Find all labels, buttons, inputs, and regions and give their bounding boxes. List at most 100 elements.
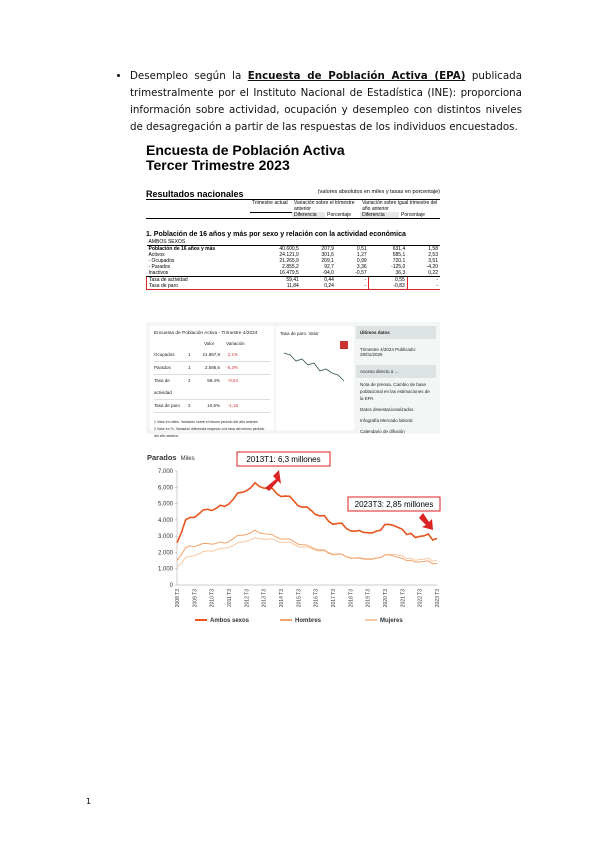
arrow bbox=[265, 470, 281, 491]
note: 1 Valor en miles. Variación sobre el mis… bbox=[154, 420, 258, 424]
text: publicada trimestralmente por el Institu… bbox=[130, 70, 522, 133]
cell: - Ocupados bbox=[148, 258, 175, 264]
cell: 2.855,2 bbox=[282, 264, 299, 270]
row: Tasa de actividad 59,41 0,44-0,55- bbox=[146, 276, 440, 283]
legend-label: Mujeres bbox=[380, 618, 403, 624]
subheader: Porcentaje bbox=[327, 212, 352, 218]
col: Variación bbox=[226, 341, 245, 346]
x-tick-label: 2017 T3 bbox=[331, 589, 337, 607]
x-tick-label: 2020 T3 bbox=[383, 589, 389, 607]
section-title: Resultados nacionales bbox=[146, 189, 244, 199]
cell: 2 bbox=[188, 403, 191, 408]
panel: Tasa de paro. Valor bbox=[276, 326, 354, 430]
cell: 2.595,5 bbox=[204, 365, 220, 370]
link[interactable]: Encuesta de Población Activa (EPA) bbox=[247, 70, 466, 82]
x-tick-label: 2021 T3 bbox=[400, 589, 406, 607]
cell: Parados bbox=[154, 365, 171, 370]
data-table: AMBOS SEXOS Población de 16 años y más 40.… bbox=[146, 239, 440, 290]
paragraph: Desempleo según la Encuesta de Población… bbox=[130, 68, 522, 136]
cell: Activos bbox=[148, 252, 165, 258]
cell: 40.600,5 bbox=[279, 246, 299, 252]
cell: 209,1 bbox=[321, 258, 334, 264]
y-tick-label: 1.000 bbox=[158, 567, 174, 573]
x-tick-label: 2022 T3 bbox=[418, 589, 424, 607]
unit: Miles bbox=[181, 456, 195, 462]
cell: 631,4 bbox=[392, 246, 406, 252]
side-panel: Últimos datos Trimestre 4/2024 Publicado… bbox=[356, 326, 436, 434]
side-date: Trimestre 4/2024 Publicado: 28/01/2025 bbox=[360, 347, 417, 357]
header-table: Trimestre actual Variación sobre el trime… bbox=[146, 200, 440, 219]
cell: 3,36 bbox=[356, 264, 367, 270]
title: Encuesta de Población Activa bbox=[146, 142, 345, 158]
cell: 2,53 bbox=[428, 252, 438, 258]
units: (valores absolutos en miles y tasas en p… bbox=[317, 189, 440, 195]
cell: -125,0 bbox=[391, 264, 406, 270]
x-tick-label: 2014 T3 bbox=[279, 589, 285, 607]
y-tick-label: 0 bbox=[170, 583, 174, 589]
x-tick-label: 2012 T3 bbox=[244, 589, 250, 607]
cell: 21.857,9 bbox=[202, 352, 220, 357]
cell: Tasa de actividad bbox=[146, 276, 251, 283]
widget-row: Tasa de actividad 2 58,4% -0,54 bbox=[154, 375, 270, 400]
cell: - bbox=[407, 283, 440, 290]
y-tick-label: 6.000 bbox=[158, 485, 174, 491]
row: Inactivos 16.479,5 -94,0 -0,57 36,3 0,22 bbox=[146, 270, 440, 277]
cell: -0,83 bbox=[368, 283, 408, 290]
cell: 0,44 bbox=[300, 276, 336, 283]
cell: 0,24 bbox=[300, 283, 336, 290]
ine-widget-image: Encuesta de Población Activa - Trimestre… bbox=[146, 322, 440, 438]
annotation-box bbox=[347, 496, 441, 512]
x-tick-label: 2011 T3 bbox=[227, 589, 233, 607]
subtitle: Tercer Trimestre 2023 bbox=[146, 157, 290, 173]
legend-label: Ambos sexos bbox=[210, 618, 250, 624]
legend-label: Hombres bbox=[295, 618, 322, 624]
cell: 1 bbox=[188, 352, 191, 357]
panel: Encuesta de Población Activa - Trimestre… bbox=[150, 326, 274, 438]
cell: 2,1% bbox=[227, 352, 238, 357]
arrow bbox=[419, 513, 433, 530]
link[interactable]: Nota de prensa. Cambio de base poblacion… bbox=[360, 382, 430, 401]
cell: -4,20 bbox=[426, 264, 438, 270]
header: Trimestre actual bbox=[250, 200, 292, 213]
cell: Población de 16 años y más bbox=[148, 246, 216, 252]
text: Desempleo según la bbox=[130, 70, 248, 82]
line-series bbox=[176, 481, 438, 543]
cell: 21.265,9 bbox=[279, 258, 299, 264]
row: - Parados 2.855,2 92,7 3,36 -125,0 -4,20 bbox=[147, 264, 441, 270]
row: Activos 24.121,0 301,6 1,27 585,1 2,53 bbox=[147, 252, 441, 258]
chart-title: Tasa de paro. Valor bbox=[280, 331, 319, 336]
cell: 1,27 bbox=[356, 252, 367, 258]
link[interactable]: Calendario de difusión bbox=[360, 429, 405, 434]
subheader: Porcentaje bbox=[401, 212, 425, 218]
cell: 720,1 bbox=[392, 258, 406, 264]
link[interactable]: Infografía Mercado laboral bbox=[360, 418, 413, 423]
cell: Ocupados bbox=[154, 352, 175, 357]
cell: 0,99 bbox=[356, 258, 367, 264]
title: Parados bbox=[147, 453, 177, 462]
x-tick-label: 2015 T3 bbox=[296, 589, 302, 607]
cell: - bbox=[335, 283, 369, 290]
x-tick-label: 2016 T3 bbox=[314, 589, 320, 607]
x-tick-label: 2009 T3 bbox=[192, 589, 198, 607]
section: Resultados nacionales (valores absolutos … bbox=[146, 189, 440, 200]
x-tick-label: 2018 T3 bbox=[348, 589, 354, 607]
cell: 2 bbox=[188, 378, 191, 383]
cell: - bbox=[335, 276, 369, 283]
sparkline bbox=[283, 339, 348, 382]
cell: -1,16 bbox=[227, 403, 238, 408]
link[interactable]: Datos desestacionalizados bbox=[360, 407, 414, 412]
cell: 207,9 bbox=[321, 246, 334, 252]
chart-title: Parados Miles bbox=[147, 453, 195, 462]
cell: 58,4% bbox=[207, 378, 220, 383]
cell: 301,6 bbox=[321, 252, 334, 258]
y-tick-label: 4.000 bbox=[158, 518, 174, 524]
cell: 1,58 bbox=[428, 246, 438, 252]
columns: Valor Variación bbox=[204, 341, 274, 346]
cell: 585,1 bbox=[392, 252, 406, 258]
cell: 0,55 bbox=[368, 276, 408, 283]
cell: 11,84 bbox=[251, 283, 301, 290]
side-title: Últimos datos bbox=[356, 326, 436, 339]
x-tick-label: 2019 T3 bbox=[366, 589, 372, 607]
y-tick-label: 5.000 bbox=[158, 502, 174, 508]
cell: 3,51 bbox=[428, 258, 438, 264]
